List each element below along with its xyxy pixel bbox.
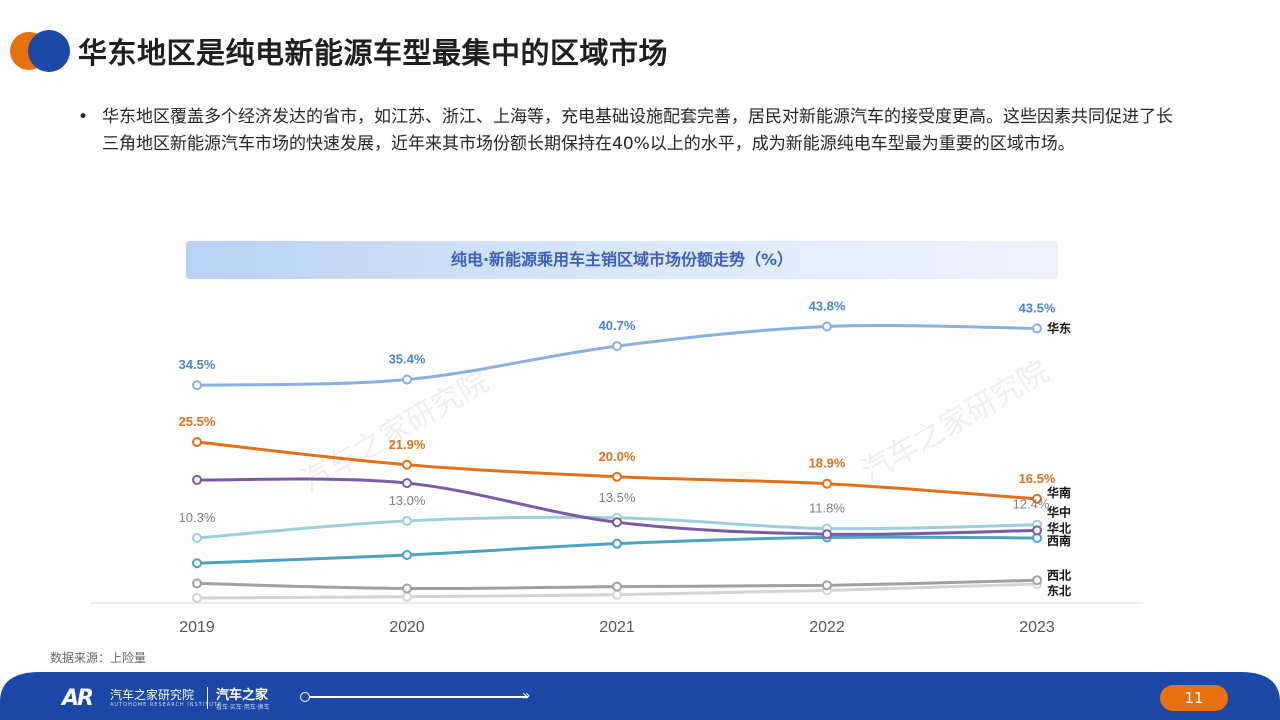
data-label: 35.4% [389,352,426,367]
data-point [1032,575,1042,586]
data-label: 43.8% [809,299,846,314]
progress-line [306,696,528,698]
data-label: 20.0% [599,449,636,464]
title-row: 华东地区是纯电新能源车型最集中的区域市场 [0,24,1280,74]
x-tick-label: 2019 [179,619,215,636]
series-line [196,324,1038,387]
data-point [612,471,622,482]
data-label: 21.9% [389,437,426,452]
brand-research-institute: 汽车之家研究院 [110,688,195,702]
data-point [822,478,832,489]
brand-research-institute-sub: AUTOHOME RESEARCH INSTITUTE [110,702,223,708]
data-point [822,529,832,540]
brand-autohome-sub: 看车·买车·用车·换车 [216,704,270,711]
progress-start-dot-icon [300,692,310,702]
data-point [402,478,412,489]
x-tick-label: 2021 [599,619,635,636]
data-point [402,459,412,470]
data-source-note: 数据来源：上险量 [50,651,147,665]
data-label: 40.7% [599,318,636,333]
data-label: 43.5% [1019,300,1056,315]
data-point [192,592,202,603]
data-point [1032,525,1042,536]
x-tick-label: 2023 [1019,619,1055,636]
series-end-label: 华东 [1047,320,1071,335]
data-label: 25.5% [179,414,216,429]
x-tick-label: 2022 [809,619,845,636]
data-label: 34.5% [179,357,216,372]
series-end-label: 华中 [1047,505,1071,520]
data-point [192,380,202,391]
data-label: 16.5% [1019,471,1056,486]
bullet-marker: • [78,107,89,127]
progress-arrow-icon: » [522,688,531,704]
data-point [612,581,622,592]
data-label: 12.4% [1013,497,1050,512]
data-point [402,583,412,594]
data-label: 13.5% [599,490,636,505]
bullet-text: 华东地区覆盖多个经济发达的省市，如江苏、浙江、上海等，充电基础设施配套完善，居民… [102,107,1173,154]
data-point [402,374,412,385]
data-point [1032,323,1042,334]
data-point [192,558,202,569]
footer-curve [0,672,1280,720]
logo-mark-icon: AR [62,686,94,711]
data-label: 13.0% [389,493,426,508]
data-point [612,517,622,528]
watermark-text: 汽车之家研究院 [856,354,1055,489]
x-tick-label: 2020 [389,619,425,636]
data-point [402,515,412,526]
bullet-paragraph: • 华东地区覆盖多个经济发达的省市，如江苏、浙江、上海等，充电基础设施配套完善，… [78,104,1188,158]
title-blue-dot-icon [28,30,70,72]
data-label: 18.9% [809,456,846,471]
data-point [1032,493,1042,504]
series-end-label: 华北 [1047,520,1071,535]
chart-title: 纯电·新能源乘用车主销区域市场份额走势（%） [186,241,1058,279]
data-point [402,591,412,602]
data-point [402,550,412,561]
page-title: 华东地区是纯电新能源车型最集中的区域市场 [78,36,669,70]
logo-separator [207,687,208,709]
data-point [822,580,832,591]
data-point [822,321,832,332]
data-point [612,589,622,600]
data-label: 11.8% [809,501,845,516]
data-point [192,474,202,485]
data-point [192,578,202,589]
series-end-label: 华南 [1047,485,1071,500]
brand-autohome: 汽车之家 [216,688,269,703]
data-point [612,341,622,352]
page-number-badge: 11 [1160,685,1228,711]
series-end-label: 东北 [1047,583,1071,598]
series-end-label: 西南 [1047,533,1071,548]
data-point [192,437,202,448]
series-end-label: 西北 [1047,567,1071,582]
data-point [192,532,202,543]
data-point [612,538,622,549]
data-label: 10.3% [179,510,216,525]
